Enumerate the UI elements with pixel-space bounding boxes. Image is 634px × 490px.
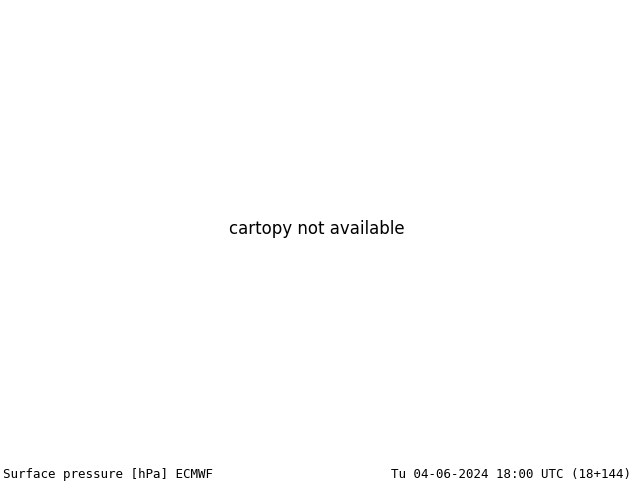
Text: cartopy not available: cartopy not available [229,220,405,238]
Text: Surface pressure [hPa] ECMWF: Surface pressure [hPa] ECMWF [3,467,213,481]
Text: Tu 04-06-2024 18:00 UTC (18+144): Tu 04-06-2024 18:00 UTC (18+144) [391,467,631,481]
